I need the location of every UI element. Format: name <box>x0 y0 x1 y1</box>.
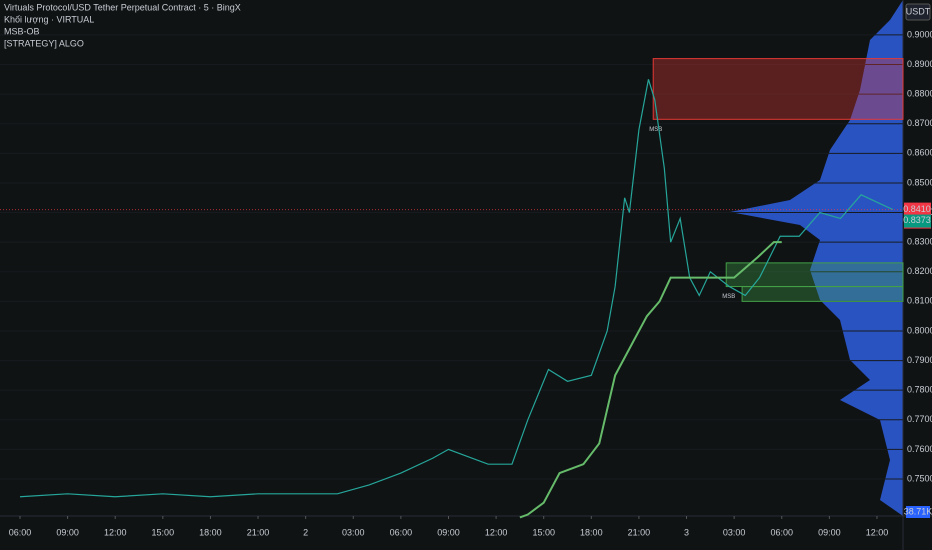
x-tick-label: 09:00 <box>56 527 79 537</box>
y-tick-label: 0.8900 <box>907 59 932 69</box>
zone <box>725 262 904 288</box>
y-tick-label: 0.8500 <box>907 177 932 187</box>
y-tick-label: 0.7500 <box>907 473 932 483</box>
header-line: [STRATEGY] ALGO <box>4 38 84 48</box>
x-tick-label: 15:00 <box>532 527 555 537</box>
y-tick-label: 0.7900 <box>907 355 932 365</box>
price-tag <box>904 214 931 228</box>
x-tick-label: 06:00 <box>390 527 413 537</box>
x-tick-label: 3 <box>684 527 689 537</box>
zone <box>652 58 904 120</box>
x-tick-label: 12:00 <box>485 527 508 537</box>
x-tick-label: 21:00 <box>628 527 651 537</box>
y-tick-label: 0.7600 <box>907 444 932 454</box>
y-tick-label: 0.8100 <box>907 296 932 306</box>
header-line: Khối lượng · VIRTUAL <box>4 14 94 24</box>
x-tick-label: 03:00 <box>723 527 746 537</box>
x-tick-label: 18:00 <box>199 527 222 537</box>
series-line <box>19 79 894 498</box>
x-tick-label: 12:00 <box>104 527 127 537</box>
x-tick-label: 21:00 <box>247 527 270 537</box>
zone-label: MSB <box>649 127 662 133</box>
x-tick-label: 06:00 <box>9 527 32 537</box>
y-tick-label: 0.9000 <box>907 29 932 39</box>
price-tag-label: 0.8373 <box>903 215 931 225</box>
x-tick-label: 2 <box>303 527 308 537</box>
y-tick-label: 0.7800 <box>907 385 932 395</box>
x-tick-label: 15:00 <box>152 527 175 537</box>
x-tick-label: 12:00 <box>866 527 889 537</box>
series-line <box>519 241 782 519</box>
y-tick-label: 0.8000 <box>907 325 932 335</box>
currency-label: USDT <box>906 6 931 16</box>
y-tick-label: 0.8300 <box>907 237 932 247</box>
y-tick-label: 0.8600 <box>907 148 932 158</box>
y-tick-label: 0.7700 <box>907 414 932 424</box>
x-tick-label: 09:00 <box>818 527 841 537</box>
price-tag-label: 0.8410 <box>903 204 931 214</box>
zone-label: MSB <box>722 294 735 300</box>
x-tick-label: 06:00 <box>770 527 793 537</box>
zone <box>741 286 904 302</box>
x-tick-label: 03:00 <box>342 527 365 537</box>
y-tick-label: 0.8700 <box>907 118 932 128</box>
currency-button[interactable] <box>905 3 931 21</box>
volume-label: 38.71K <box>904 506 932 516</box>
header-line: Virtuals Protocol/USD Tether Perpetual C… <box>4 2 241 12</box>
volume-profile <box>730 0 903 516</box>
x-tick-label: 09:00 <box>437 527 460 537</box>
y-tick-label: 0.8200 <box>907 266 932 276</box>
volume-badge <box>906 506 930 518</box>
x-tick-label: 18:00 <box>580 527 603 537</box>
y-tick-label: 0.8800 <box>907 89 932 99</box>
header-line: MSB-OB <box>4 26 40 36</box>
